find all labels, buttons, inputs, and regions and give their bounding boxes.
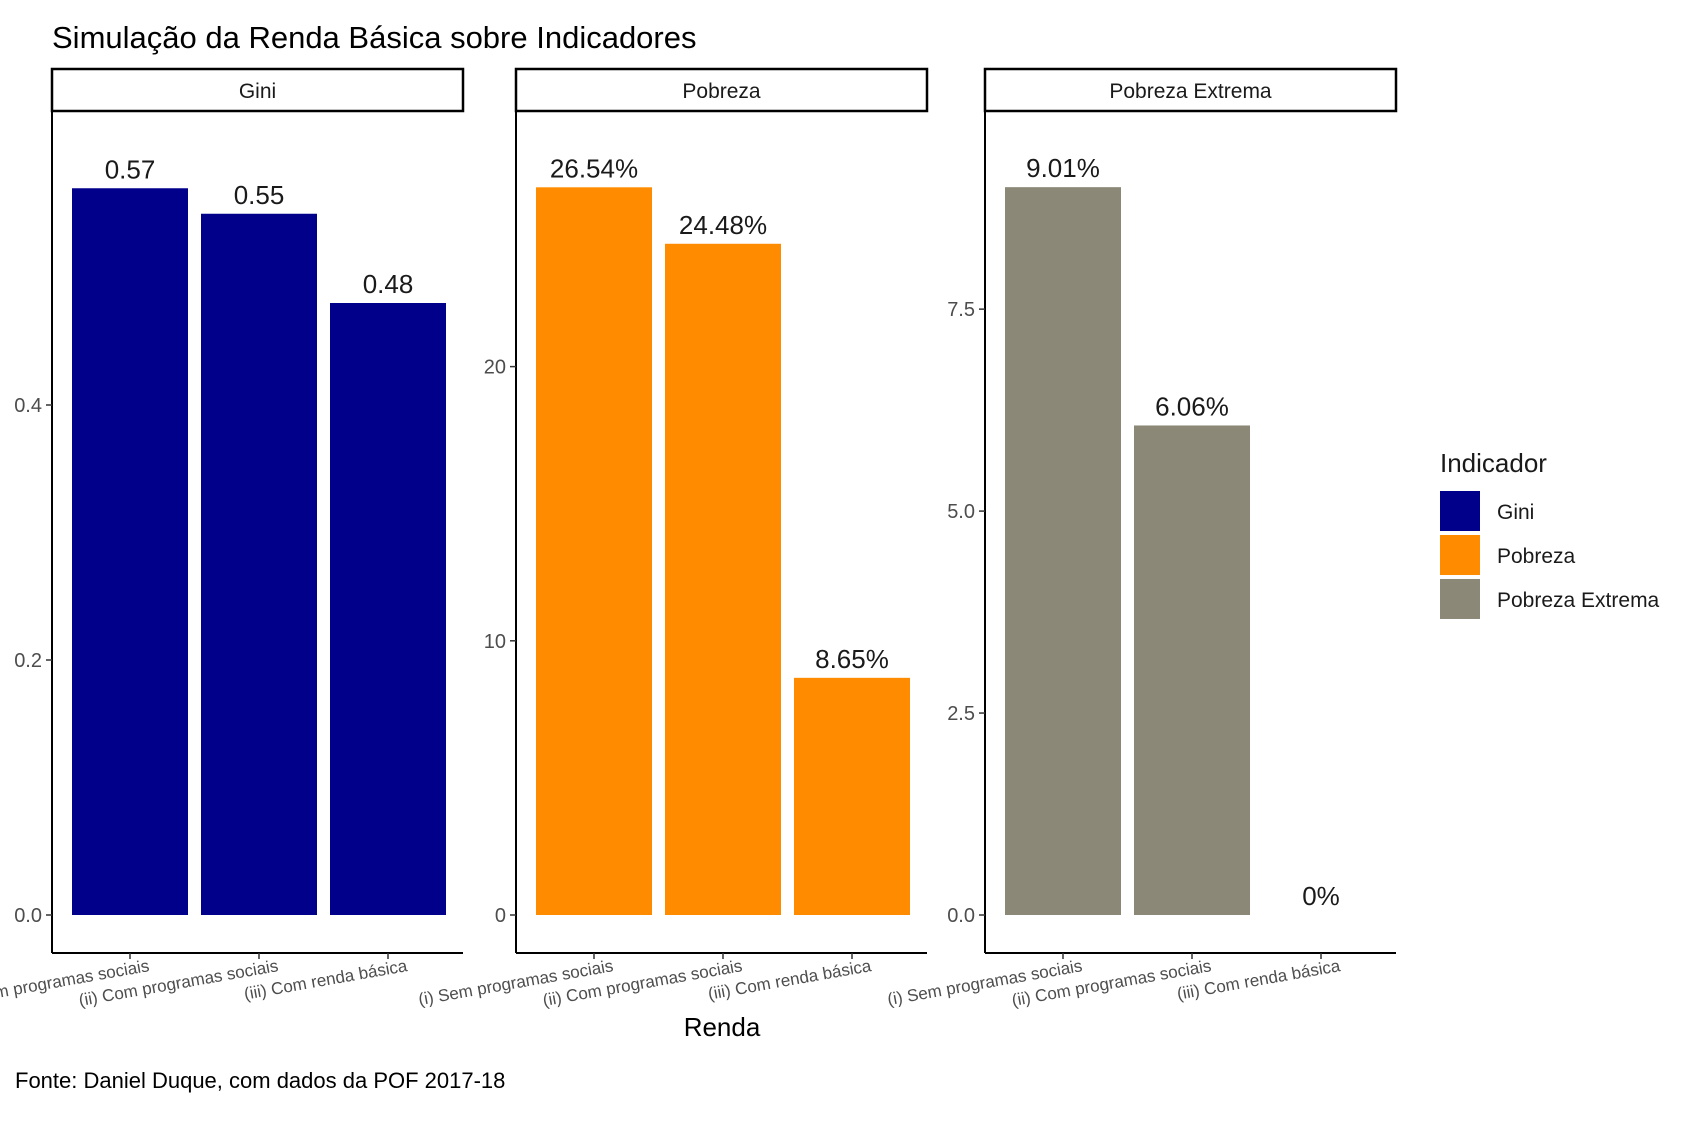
bar-value-label: 8.65% (815, 644, 889, 674)
bar-value-label: 0.57 (105, 154, 156, 184)
legend: Indicador Gini Pobreza Pobreza Extrema (1440, 448, 1660, 619)
y-tick-label: 0.0 (947, 905, 975, 927)
bar (1005, 187, 1121, 916)
y-tick-label: 0 (495, 905, 506, 927)
y-tick-label: 0.0 (14, 905, 42, 927)
bar-value-label: 6.06% (1155, 391, 1229, 421)
facet-strip (50, 67, 465, 113)
legend-title: Indicador (1440, 448, 1547, 478)
bar-value-label: 26.54% (550, 153, 638, 183)
y-tick-label: 0.2 (14, 650, 42, 672)
legend-label: Pobreza (1497, 545, 1576, 568)
legend-swatch (1440, 535, 1480, 575)
chart-title: Simulação da Renda Básica sobre Indicado… (52, 20, 697, 55)
bar (665, 243, 781, 916)
y-tick-label: 5.0 (947, 501, 975, 523)
y-tick-label: 10 (484, 631, 506, 653)
y-tick-label: 0.4 (14, 395, 42, 417)
legend-item: Pobreza Extrema (1440, 579, 1660, 619)
y-tick-label: 20 (484, 357, 506, 379)
bar (536, 187, 652, 915)
y-tick-label: 7.5 (947, 299, 975, 321)
y-tick-label: 2.5 (947, 703, 975, 725)
x-axis-label: Renda (684, 1012, 761, 1042)
bar (1134, 425, 1250, 915)
facet-strip-label: Pobreza Extrema (1109, 80, 1272, 103)
facet-strip-label: Pobreza (682, 80, 761, 103)
bar-value-label: 9.01% (1026, 153, 1100, 183)
legend-item: Gini (1440, 491, 1534, 531)
bar (330, 303, 446, 915)
bar-value-label: 0.55 (234, 180, 285, 210)
legend-label: Pobreza Extrema (1497, 589, 1660, 612)
bar-value-label: 0.48 (363, 269, 414, 299)
legend-label: Gini (1497, 501, 1534, 524)
bar-value-label: 0% (1302, 881, 1340, 911)
legend-swatch (1440, 491, 1480, 531)
legend-item: Pobreza (1440, 535, 1576, 575)
facet-strip (983, 67, 1398, 113)
facet-strip (514, 67, 929, 113)
bar (201, 213, 317, 915)
facet-strip-label: Gini (239, 80, 276, 103)
source-note: Fonte: Daniel Duque, com dados da POF 20… (15, 1068, 506, 1093)
bar (794, 677, 910, 915)
bar-value-label: 24.48% (679, 210, 767, 240)
legend-swatch (1440, 579, 1480, 619)
bar (72, 188, 188, 915)
